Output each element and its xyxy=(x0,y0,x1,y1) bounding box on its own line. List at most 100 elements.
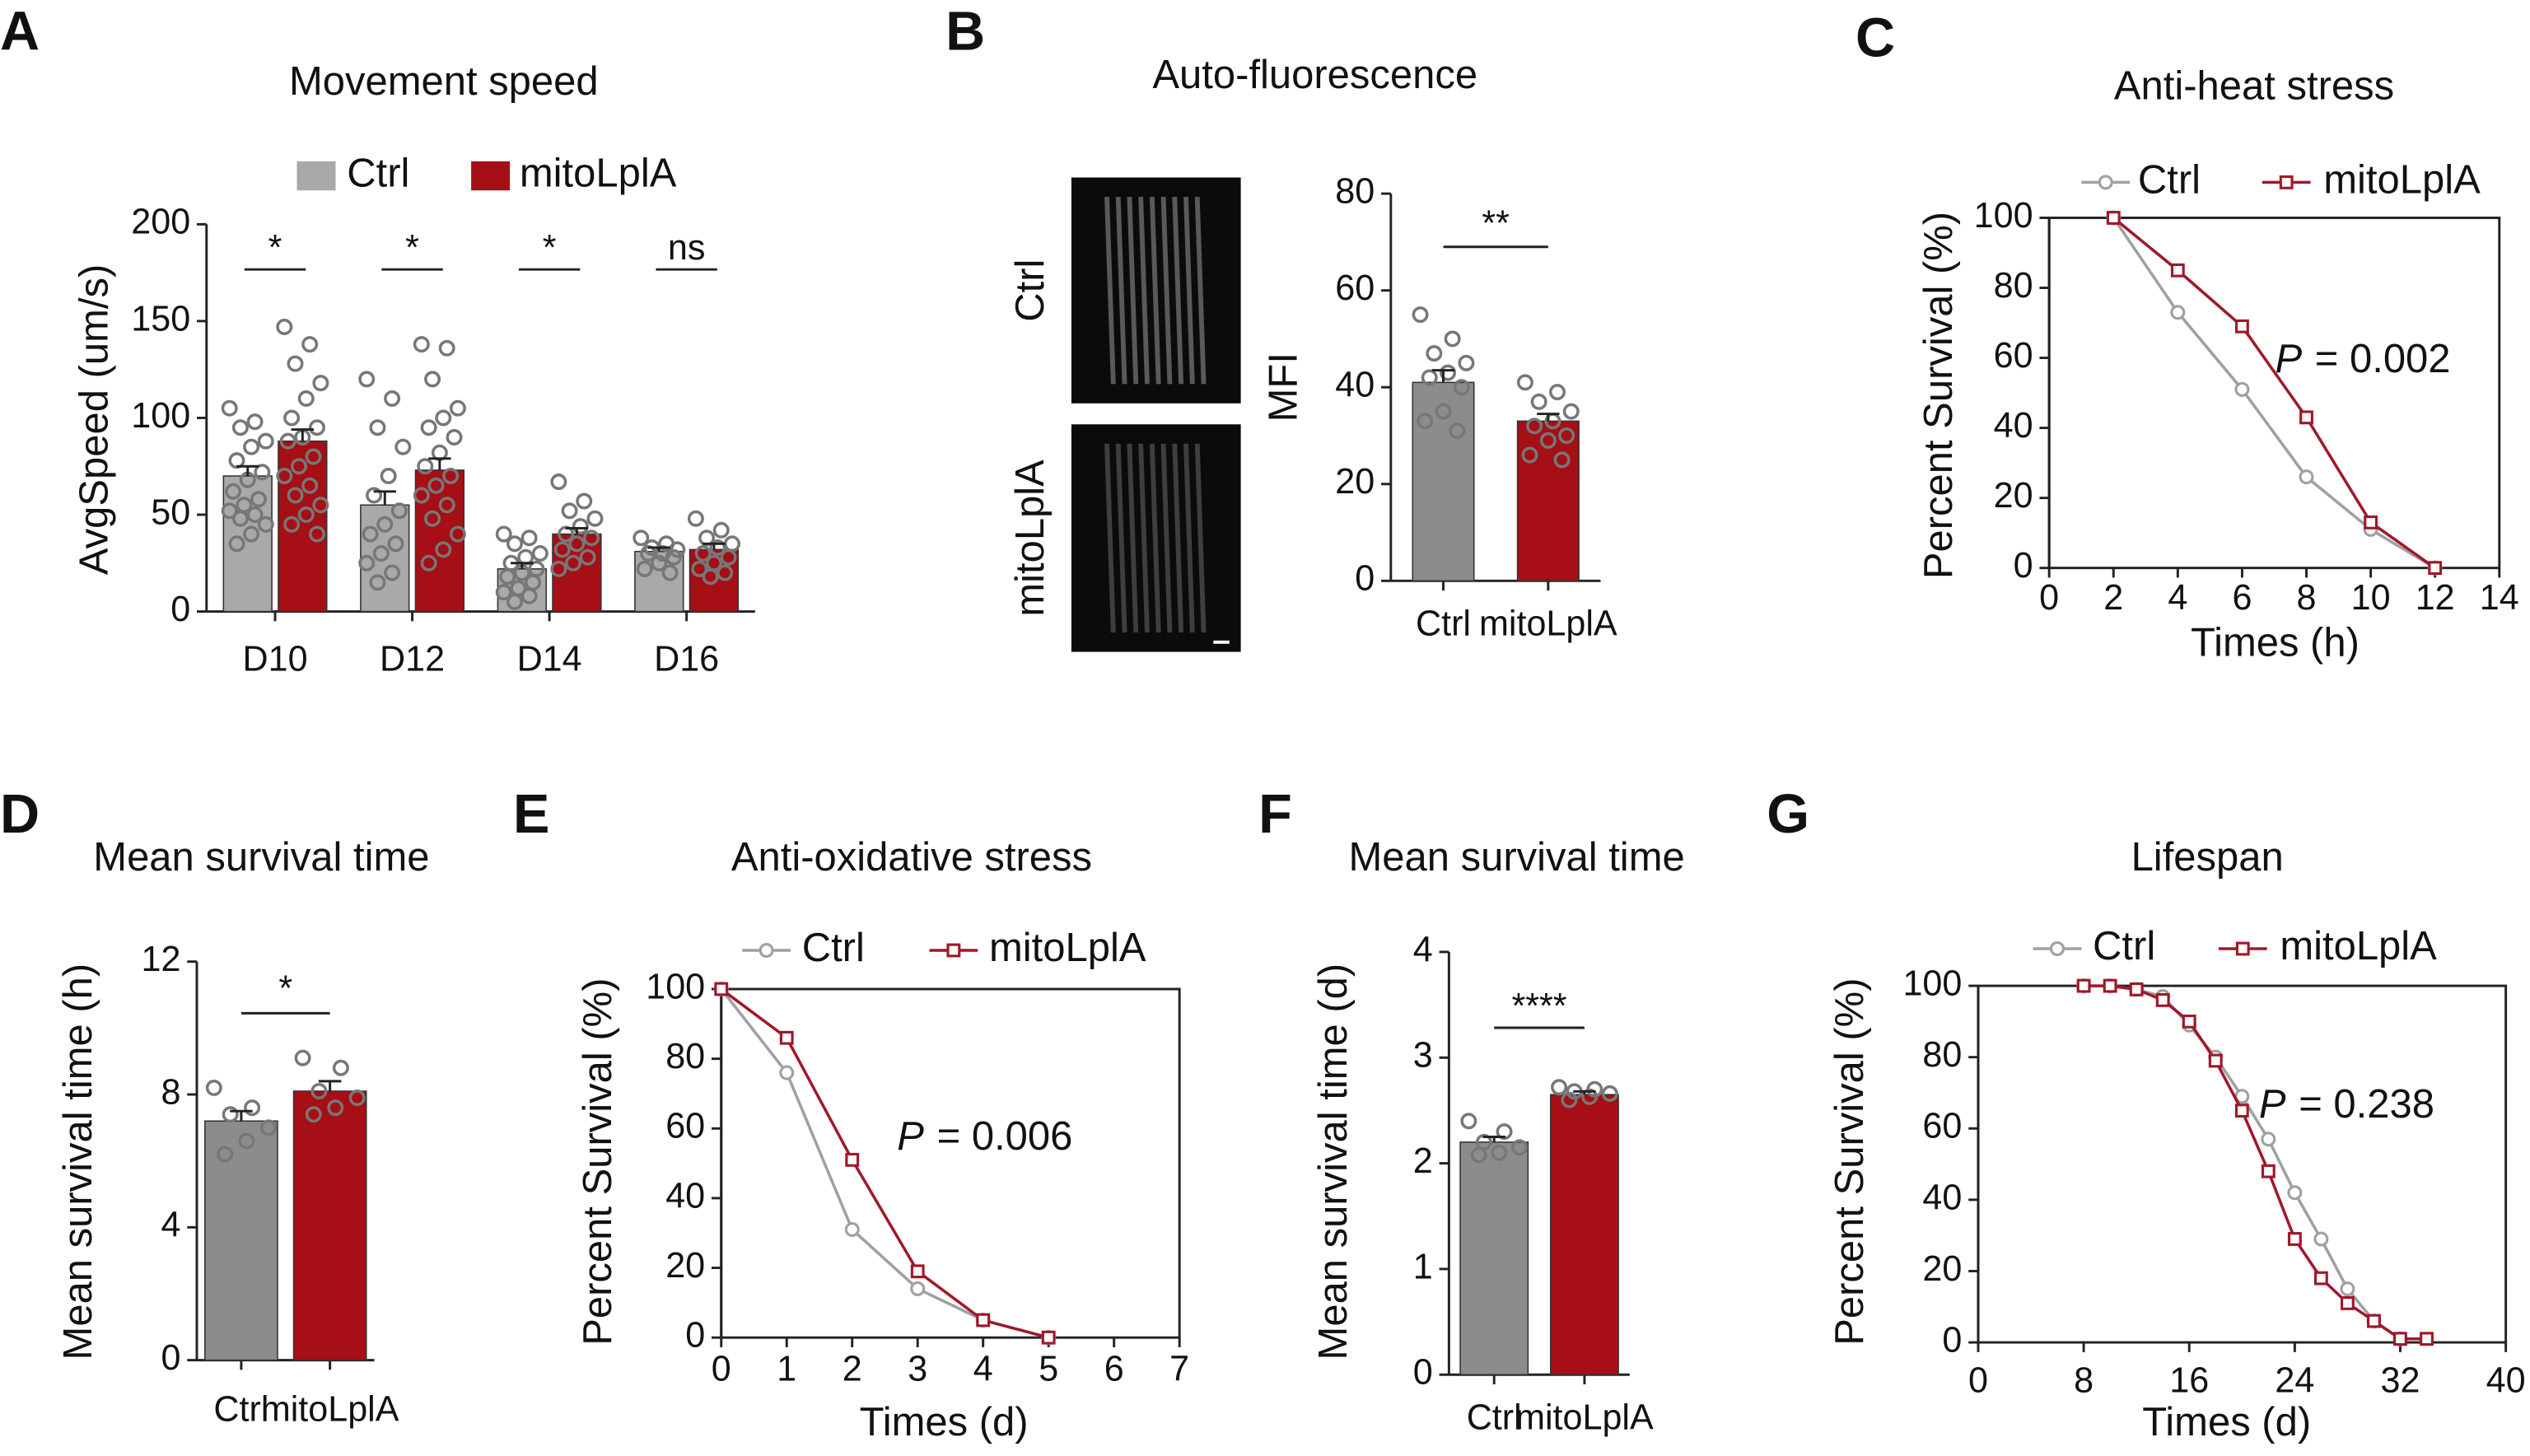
y-axis-label: AvgSpeed (um/s) xyxy=(72,264,116,575)
data-point xyxy=(413,487,430,504)
marker xyxy=(2420,1332,2434,1346)
data-point xyxy=(1549,384,1566,401)
data-point xyxy=(1426,345,1443,362)
worm-texture xyxy=(1115,196,1127,385)
data-point xyxy=(449,525,466,543)
data-point xyxy=(1539,432,1557,449)
marker xyxy=(2103,978,2117,993)
x-tick-label: mitoLplA xyxy=(1479,604,1617,644)
marker xyxy=(2235,941,2250,956)
data-point xyxy=(358,371,376,388)
data-point xyxy=(259,1119,277,1136)
data-point xyxy=(362,525,379,543)
data-point xyxy=(290,458,307,475)
panel: A Movement speed AvgSpeed (um/s) 0 50 100 150 2… xyxy=(0,2,755,679)
data-point xyxy=(221,399,238,417)
legend-label: mitoLplA xyxy=(520,152,677,196)
data-point xyxy=(1444,330,1461,348)
data-point xyxy=(417,458,434,475)
data-point xyxy=(254,464,271,481)
data-point xyxy=(1516,374,1533,391)
bar xyxy=(689,548,740,613)
data-point xyxy=(387,535,404,553)
y-tick-label: 0 xyxy=(161,1338,180,1378)
y-tick-label: 2 xyxy=(1413,1141,1433,1181)
marker xyxy=(2235,319,2249,334)
y-tick-label: 200 xyxy=(131,203,190,242)
data-point xyxy=(424,510,441,527)
y-tick-label: 60 xyxy=(665,1107,705,1146)
data-point xyxy=(550,560,567,577)
data-point xyxy=(1421,369,1438,386)
marker xyxy=(2208,1053,2223,1068)
marker xyxy=(2313,1231,2329,1247)
x-tick-label: D12 xyxy=(380,640,445,679)
data-point xyxy=(709,539,726,556)
worm-texture xyxy=(1127,196,1139,385)
data-point xyxy=(301,336,319,353)
marker xyxy=(2393,1332,2407,1346)
data-point xyxy=(308,419,325,436)
worm-texture xyxy=(1138,196,1150,385)
y-tick-label: 1 xyxy=(1413,1247,1433,1286)
y-tick-label: 100 xyxy=(1974,196,2033,236)
marker xyxy=(2364,515,2378,530)
data-point xyxy=(297,390,315,407)
worm-texture xyxy=(1183,443,1195,633)
plot-frame xyxy=(2047,217,2501,570)
marker xyxy=(2098,175,2113,190)
data-point xyxy=(358,554,376,572)
y-tick-label: 0 xyxy=(685,1316,705,1356)
worm-texture xyxy=(1104,443,1116,633)
significance-label: * xyxy=(278,968,292,1008)
data-point xyxy=(222,1106,239,1123)
data-point xyxy=(550,474,567,491)
data-point xyxy=(390,502,408,520)
worm-texture xyxy=(1194,196,1207,385)
series-line xyxy=(2112,217,2436,570)
data-point xyxy=(1412,306,1429,324)
chart-title: Mean survival time xyxy=(1349,835,1685,880)
data-point xyxy=(435,541,452,558)
data-point xyxy=(520,587,538,604)
data-point xyxy=(310,1082,328,1099)
x-tick-label: D10 xyxy=(243,640,308,679)
bar xyxy=(1459,1141,1529,1376)
panel-label: A xyxy=(0,2,40,63)
data-point xyxy=(1449,422,1466,440)
data-point xyxy=(279,432,296,450)
x-tick-label: Ctrl xyxy=(1416,604,1471,644)
y-tick-label: 100 xyxy=(646,967,705,1006)
x-tick-label: 6 xyxy=(2232,578,2252,618)
data-point xyxy=(250,491,267,508)
data-point xyxy=(720,548,737,566)
series-line xyxy=(720,987,1049,1339)
y-tick-label: 4 xyxy=(1413,930,1433,969)
data-point xyxy=(372,545,390,562)
y-tick-label: 80 xyxy=(1922,1035,1962,1075)
series-line xyxy=(2084,984,2427,1341)
y-tick-label: 40 xyxy=(1922,1178,1962,1217)
data-point xyxy=(438,497,455,514)
data-point xyxy=(228,535,245,553)
bar xyxy=(552,533,602,613)
panel-label: F xyxy=(1258,784,1292,845)
data-point xyxy=(205,1079,222,1096)
y-axis-label: Percent Survival (%) xyxy=(1916,212,1961,579)
data-point xyxy=(308,525,325,543)
data-point xyxy=(1558,427,1575,444)
marker xyxy=(2049,941,2065,957)
worm-texture xyxy=(1138,443,1150,633)
y-tick-label: 20 xyxy=(665,1246,705,1286)
significance-label: **** xyxy=(1512,987,1567,1026)
y-tick-label: 60 xyxy=(1335,268,1375,308)
y-tick-label: 60 xyxy=(1994,336,2033,376)
marker xyxy=(2367,1314,2381,1328)
worm-texture xyxy=(1172,196,1184,385)
annotation-text: = 0.006 xyxy=(937,1114,1073,1159)
y-tick-label: 0 xyxy=(170,590,190,629)
series-line xyxy=(2112,217,2436,570)
data-point xyxy=(246,413,264,431)
